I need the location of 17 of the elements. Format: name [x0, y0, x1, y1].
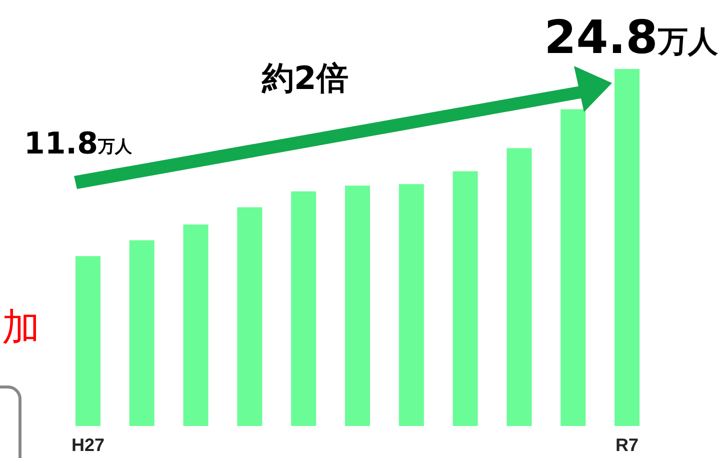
- bar: [614, 69, 640, 426]
- bar: [183, 224, 208, 426]
- bar: [237, 207, 262, 426]
- x-tick-label: H27: [71, 435, 104, 455]
- bar: [398, 184, 424, 426]
- data-label: 24.8万人: [544, 10, 719, 64]
- bar: [129, 240, 154, 426]
- bar: [560, 109, 586, 426]
- x-tick-label: R7: [616, 435, 639, 455]
- annotation: 約2倍: [261, 59, 348, 97]
- bar: [291, 191, 316, 426]
- bar: [506, 148, 532, 426]
- bar: [75, 256, 100, 426]
- bar: [345, 186, 370, 426]
- data-label: 11.8万人: [24, 126, 133, 162]
- bar: [452, 171, 478, 426]
- text: 加: [2, 305, 40, 349]
